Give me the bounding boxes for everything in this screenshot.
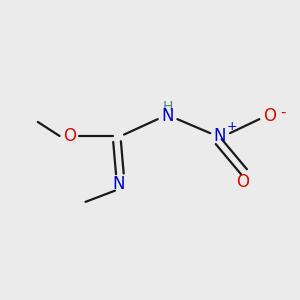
Text: N: N [214, 127, 226, 145]
Text: O: O [263, 107, 276, 125]
Text: N: N [112, 175, 125, 193]
Text: H: H [162, 100, 173, 113]
Text: N: N [161, 107, 174, 125]
Text: +: + [227, 120, 237, 133]
Text: O: O [63, 127, 76, 145]
Text: -: - [280, 105, 286, 120]
Text: O: O [236, 172, 249, 190]
